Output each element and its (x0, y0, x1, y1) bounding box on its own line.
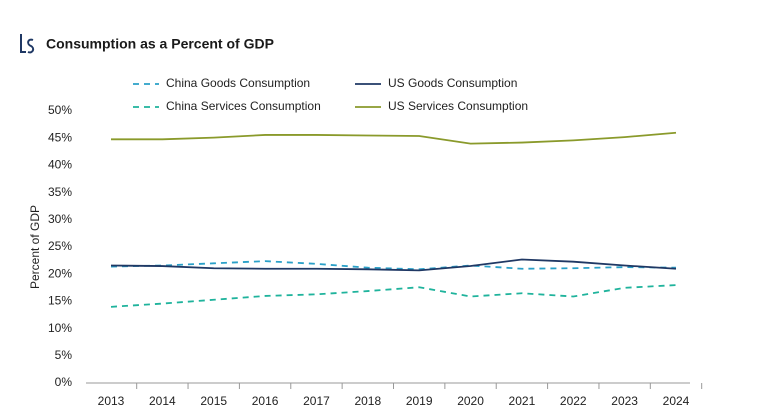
y-tick-label: 35% (48, 185, 72, 199)
x-tick-label: 2023 (611, 394, 638, 408)
x-tick-label: 2024 (663, 394, 690, 408)
x-tick-label: 2021 (509, 394, 536, 408)
x-tick-label: 2015 (200, 394, 227, 408)
legend-label: China Services Consumption (166, 99, 321, 113)
series-line (111, 131, 677, 145)
x-tick-label: 2018 (354, 394, 381, 408)
x-tick-label: 2022 (560, 394, 587, 408)
series-line (110, 258, 677, 272)
y-tick-label: 50% (48, 103, 72, 117)
y-tick-label: 45% (48, 130, 72, 144)
legend-label: China Goods Consumption (166, 76, 310, 90)
x-tick-label: 2014 (149, 394, 176, 408)
y-tick-label: 25% (48, 239, 72, 253)
y-tick-label: 20% (48, 266, 72, 280)
y-tick-label: 5% (55, 348, 73, 362)
y-tick-label: 10% (48, 321, 72, 335)
chart-title: Consumption as a Percent of GDP (46, 36, 274, 52)
y-tick-label: 0% (55, 375, 73, 389)
series-line (110, 284, 677, 308)
legend-label: US Services Consumption (388, 99, 528, 113)
y-tick-label: 40% (48, 158, 72, 172)
x-tick-label: 2013 (98, 394, 125, 408)
y-tick-label: 15% (48, 294, 72, 308)
x-tick-label: 2017 (303, 394, 330, 408)
legend-label: US Goods Consumption (388, 76, 517, 90)
y-axis-label: Percent of GDP (28, 205, 42, 289)
logo (20, 34, 35, 54)
x-tick-label: 2019 (406, 394, 433, 408)
x-tick-label: 2016 (252, 394, 279, 408)
y-tick-label: 30% (48, 212, 72, 226)
x-tick-label: 2020 (457, 394, 484, 408)
